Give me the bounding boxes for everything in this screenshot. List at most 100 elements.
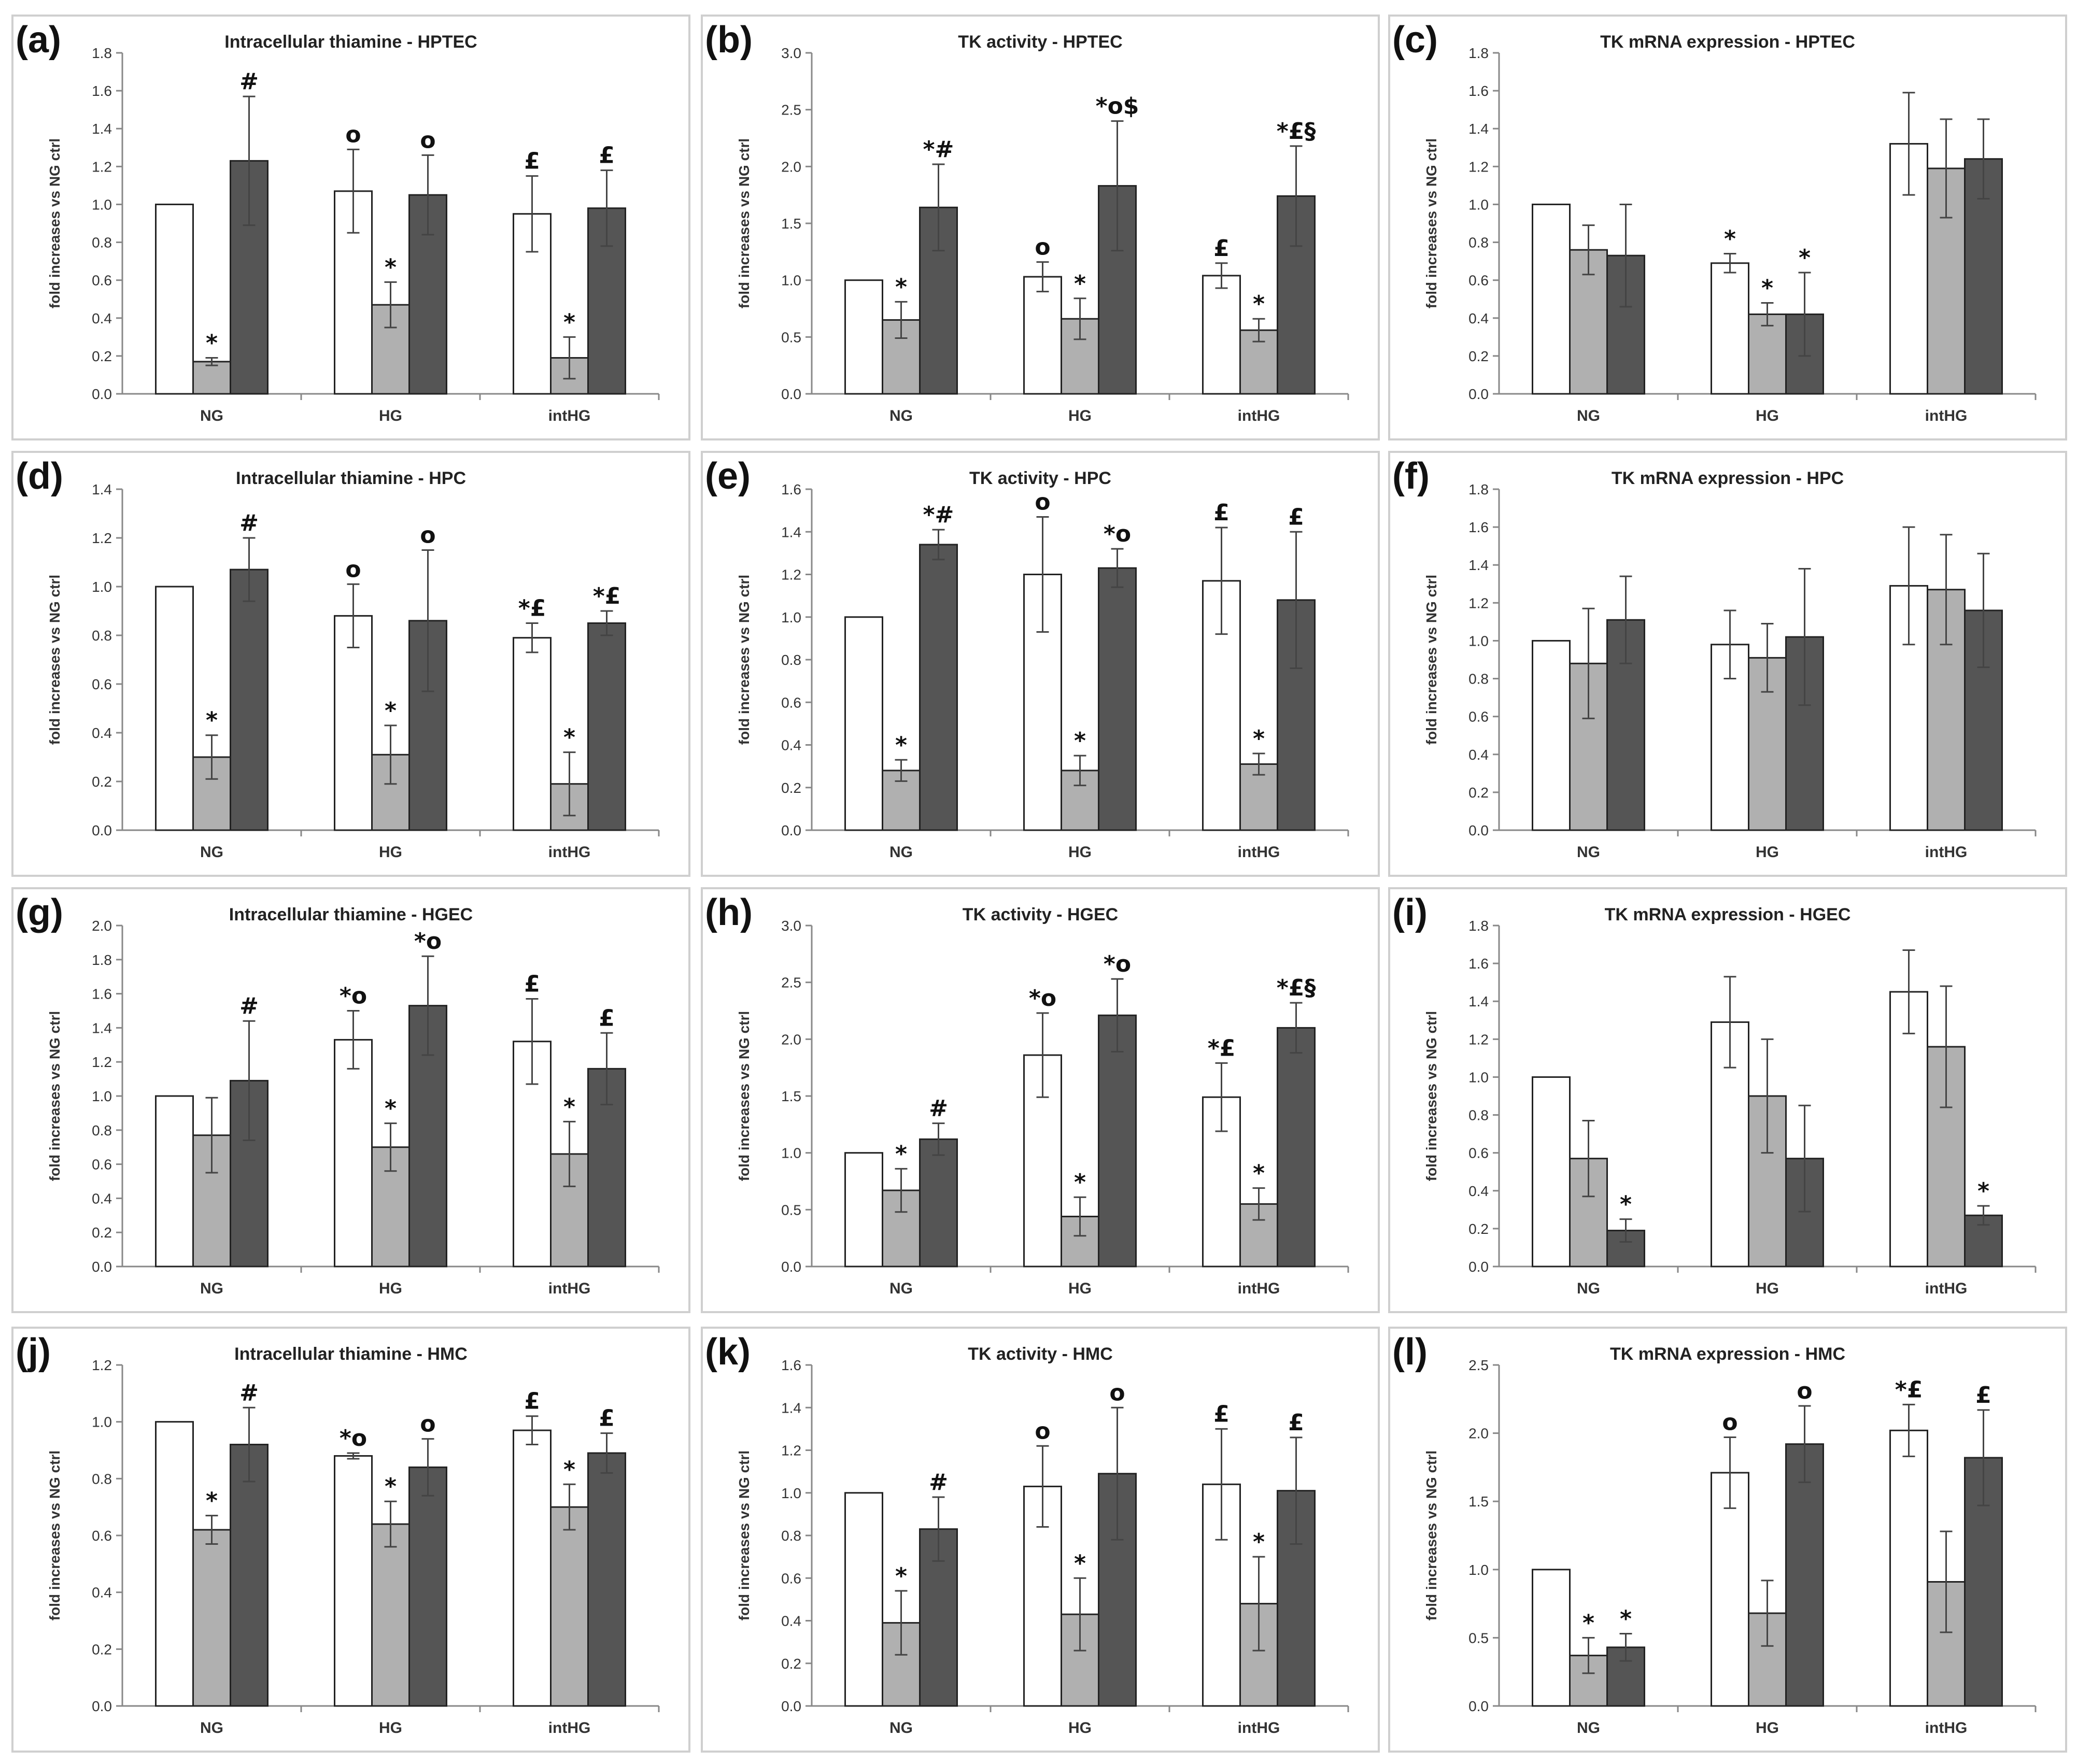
significance-marker: o bbox=[1722, 1409, 1737, 1435]
y-tick-label: 1.0 bbox=[1468, 196, 1489, 212]
x-tick-label: HG bbox=[1756, 844, 1779, 861]
bar-NG-s3 bbox=[919, 544, 958, 831]
bar-HG-s1 bbox=[334, 1039, 373, 1268]
significance-marker: * bbox=[895, 274, 907, 300]
bar-NG-s3 bbox=[230, 568, 269, 831]
y-tick-label: 0.2 bbox=[1468, 785, 1489, 801]
bar-HG-s3 bbox=[1098, 567, 1137, 831]
y-tick-label: 2.0 bbox=[781, 159, 801, 175]
panel-label: (h) bbox=[705, 892, 753, 933]
bar-chart-k: 0.0 0.2 0.4 0.6 0.8 1.0 1.2 1.4 1.6 NG * # HG o * o intH… bbox=[781, 1357, 1349, 1737]
significance-marker: *£ bbox=[1208, 1035, 1236, 1061]
y-axis-label: fold increases vs NG ctrl bbox=[736, 1011, 752, 1182]
bar-HG-s2 bbox=[371, 1523, 410, 1707]
y-tick-label: 0.2 bbox=[1468, 348, 1489, 364]
y-tick-label: 2.5 bbox=[781, 975, 801, 991]
y-tick-label: 1.2 bbox=[92, 1054, 112, 1070]
significance-marker: * bbox=[563, 1456, 575, 1483]
chart-title: TK activity - HMC bbox=[968, 1344, 1113, 1364]
chart-title: TK mRNA expression - HPC bbox=[1611, 468, 1844, 488]
y-tick-label: 0.0 bbox=[92, 1698, 112, 1714]
significance-marker: *o bbox=[1104, 951, 1131, 977]
y-tick-label: 1.0 bbox=[781, 609, 801, 625]
y-tick-label: 0.0 bbox=[781, 1259, 801, 1275]
significance-marker: * bbox=[206, 1488, 218, 1514]
y-tick-label: 1.6 bbox=[781, 481, 801, 497]
y-tick-label: 0.6 bbox=[1468, 273, 1489, 289]
bar-HG-s1 bbox=[1711, 262, 1749, 395]
panel-label: (c) bbox=[1392, 19, 1438, 61]
bar-intHG-s1 bbox=[513, 637, 552, 831]
y-tick-label: 1.8 bbox=[1468, 45, 1489, 61]
bar-NG-s2 bbox=[192, 361, 231, 395]
panel-label: (i) bbox=[1392, 892, 1428, 933]
y-axis-label: fold increases vs NG ctrl bbox=[1423, 574, 1439, 745]
y-tick-label: 0.4 bbox=[92, 1190, 112, 1206]
x-tick-label: NG bbox=[889, 1280, 913, 1297]
y-axis-label: fold increases vs NG ctrl bbox=[736, 1450, 752, 1621]
panel-label: (k) bbox=[705, 1331, 751, 1373]
x-tick-label: NG bbox=[889, 844, 913, 861]
significance-marker: *o bbox=[414, 928, 442, 955]
panel-label: (e) bbox=[705, 456, 751, 497]
y-tick-label: 0.4 bbox=[781, 737, 801, 753]
y-tick-label: 0.6 bbox=[781, 1570, 801, 1586]
y-tick-label: 0.6 bbox=[92, 1528, 112, 1544]
x-tick-label: HG bbox=[1756, 1280, 1779, 1297]
significance-marker: * bbox=[385, 254, 397, 280]
significance-marker: * bbox=[1799, 245, 1811, 271]
y-tick-label: 0.4 bbox=[1468, 747, 1489, 763]
y-tick-label: 0.6 bbox=[92, 676, 112, 692]
chart-title: Intracellular thiamine - HGEC bbox=[229, 905, 473, 924]
bar-HG-s1 bbox=[1711, 1472, 1749, 1707]
significance-marker: *# bbox=[923, 136, 954, 163]
significance-marker: o bbox=[1797, 1378, 1812, 1404]
bar-intHG-s1 bbox=[1889, 585, 1928, 831]
y-tick-label: 1.4 bbox=[1468, 121, 1489, 137]
bar-NG-s3 bbox=[919, 1138, 958, 1268]
x-tick-label: intHG bbox=[1238, 407, 1280, 424]
significance-marker: * bbox=[1761, 275, 1773, 302]
bar-chart-d: 0.0 0.2 0.4 0.6 0.8 1.0 1.2 1.4 NG * # HG o * o intHG *£… bbox=[92, 481, 660, 861]
bar-NG-s1 bbox=[155, 1421, 194, 1707]
chart-title: Intracellular thiamine - HPTEC bbox=[224, 32, 477, 52]
bar-intHG-s1 bbox=[1889, 991, 1928, 1268]
bar-HG-s1 bbox=[334, 615, 373, 831]
y-tick-label: 1.8 bbox=[1468, 481, 1489, 497]
bar-HG-s3 bbox=[408, 1466, 447, 1707]
x-tick-label: NG bbox=[200, 1280, 223, 1297]
significance-marker: * bbox=[1977, 1178, 1989, 1204]
y-tick-label: 1.6 bbox=[781, 1357, 801, 1373]
y-tick-label: 0.2 bbox=[92, 1225, 112, 1241]
significance-marker: # bbox=[239, 510, 259, 536]
y-axis-label: fold increases vs NG ctrl bbox=[1423, 1011, 1439, 1182]
significance-marker: * bbox=[1620, 1606, 1632, 1632]
x-tick-label: HG bbox=[1068, 407, 1092, 424]
y-tick-label: 1.4 bbox=[781, 1400, 801, 1416]
chart-title: TK mRNA expression - HGEC bbox=[1604, 905, 1851, 924]
y-tick-label: 1.0 bbox=[92, 1414, 112, 1430]
significance-marker: * bbox=[206, 707, 218, 734]
y-tick-label: 1.0 bbox=[92, 1088, 112, 1104]
significance-marker: £ bbox=[1288, 1410, 1304, 1436]
x-tick-label: HG bbox=[1068, 844, 1092, 861]
bar-NG-s1 bbox=[844, 1492, 883, 1707]
y-axis-label: fold increases vs NG ctrl bbox=[47, 1011, 63, 1182]
x-tick-label: intHG bbox=[1238, 844, 1280, 861]
bar-intHG-s3 bbox=[1277, 1027, 1316, 1268]
x-tick-label: NG bbox=[200, 407, 223, 424]
panel-label: (d) bbox=[16, 456, 63, 497]
bar-NG-s3 bbox=[230, 1444, 269, 1707]
significance-marker: * bbox=[1253, 1529, 1265, 1555]
significance-marker: o bbox=[1035, 234, 1050, 261]
y-tick-label: 0.2 bbox=[1468, 1221, 1489, 1237]
significance-marker: * bbox=[1620, 1191, 1632, 1218]
bar-intHG-s3 bbox=[587, 622, 626, 831]
significance-marker: £ bbox=[1213, 1401, 1230, 1427]
y-tick-label: 1.2 bbox=[1468, 1031, 1489, 1047]
y-tick-label: 2.0 bbox=[1468, 1426, 1489, 1442]
significance-marker: * bbox=[1253, 1160, 1265, 1187]
y-tick-label: 0.2 bbox=[92, 774, 112, 790]
y-tick-label: 1.0 bbox=[781, 273, 801, 289]
chart-title: Intracellular thiamine - HMC bbox=[234, 1344, 468, 1364]
